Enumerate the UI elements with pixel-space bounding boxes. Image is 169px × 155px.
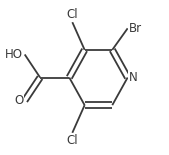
Text: Cl: Cl <box>67 134 78 147</box>
Text: Br: Br <box>129 22 142 35</box>
Text: N: N <box>129 71 138 84</box>
Text: O: O <box>14 94 23 107</box>
Text: Cl: Cl <box>67 8 78 21</box>
Text: HO: HO <box>5 48 23 61</box>
